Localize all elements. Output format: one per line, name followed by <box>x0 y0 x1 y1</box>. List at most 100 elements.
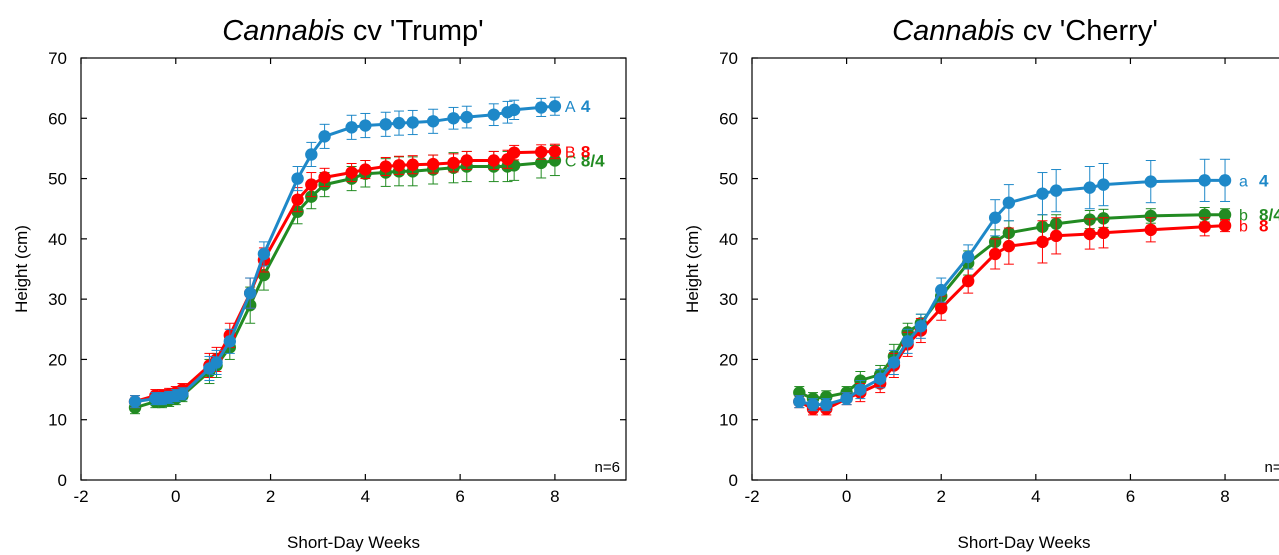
chart-0-series-1-point <box>305 178 318 191</box>
chart-0-ytick-label: 30 <box>48 290 67 309</box>
chart-1-series-2-point <box>873 372 887 385</box>
chart-panel-cherry: Cannabis cv 'Cherry' 0 10 20 30 40 50 60 70 -2 0 2 4… <box>683 15 1279 552</box>
chart-0-series-2-point <box>345 121 358 134</box>
chart-0-series-1-significance-letter: B <box>565 144 576 161</box>
chart-1-ytick-label: 30 <box>719 290 738 309</box>
chart-0-series-0-label: 8/4 <box>581 151 605 170</box>
chart-0-series-1-line <box>134 149 555 404</box>
chart-0-ytick-label: 40 <box>48 230 67 249</box>
chart-1-series-1-point <box>1036 235 1049 249</box>
chart-0-series-1-point <box>318 171 331 184</box>
chart-0-series-0-point <box>534 156 548 170</box>
chart-1-xtick-label: 8 <box>1220 487 1229 506</box>
chart-0-series-1-label: 8 <box>581 142 590 161</box>
chart-1-series-0-significance-letter: b <box>1239 208 1248 225</box>
chart-0-series-1-point <box>345 166 358 179</box>
chart-1-xtick-label: 0 <box>842 487 851 506</box>
chart-0-xtick-label: -2 <box>73 487 88 506</box>
chart-0-plot-frame <box>80 57 627 481</box>
chart-0-series-0-significance-letter: C <box>565 153 577 170</box>
chart-1-ytick-label: 50 <box>719 170 738 189</box>
chart-0-sample-size-note: n=6 <box>595 459 620 476</box>
chart-1-series-1-point <box>1218 219 1232 232</box>
chart-0-series-2-point <box>392 116 406 130</box>
chart-1-xtick-label: -2 <box>744 487 759 506</box>
chart-0-series-1-point <box>291 193 304 206</box>
chart-0-series-2-point <box>507 103 521 117</box>
chart-0-ytick-label: 70 <box>48 49 67 68</box>
chart-1-series-2-point <box>820 398 833 411</box>
chart-0-series-2-point <box>534 101 548 114</box>
chart-0-series-0-line <box>134 159 556 410</box>
chart-1-ytick-label: 10 <box>719 411 738 430</box>
chart-0-series-0-point <box>548 154 562 167</box>
chart-0-series-1-point <box>460 154 473 167</box>
chart-1-title-italic: Cannabis <box>892 15 1015 47</box>
chart-1-x-axis-label: Short-Day Weeks <box>958 533 1091 552</box>
chart-0-series-1-point <box>359 163 372 176</box>
chart-1-series-2-point <box>988 211 1002 224</box>
chart-0-series-2-point <box>243 286 257 300</box>
chart-1-series-2-point <box>887 356 901 369</box>
chart-0-series-1-point <box>392 159 406 172</box>
chart-0-series-1-point <box>426 157 440 171</box>
chart-1-title-rest: cv 'Cherry' <box>1015 15 1158 47</box>
chart-1-series-1-point <box>1083 227 1096 241</box>
chart-0-xtick-label: 8 <box>550 487 559 506</box>
chart-0-series-2-point <box>223 335 237 348</box>
chart-1-series-0-point <box>1144 209 1157 223</box>
chart-0-series-1-point <box>379 160 392 173</box>
chart-0-xtick-label: 6 <box>455 487 464 506</box>
chart-1-series-1-point <box>1049 229 1063 243</box>
chart-panel-trump: Cannabis cv 'Trump' 0 10 20 30 40 50 60 70 -2 0 2 4 6… <box>12 15 627 552</box>
chart-1-series-2-point <box>1083 181 1096 194</box>
chart-0-title-italic: Cannabis <box>222 15 345 47</box>
chart-1-series-1-significance-letter: b <box>1239 219 1248 236</box>
chart-0-series-2-point <box>406 116 419 129</box>
chart-1-series-2-point <box>793 395 806 408</box>
chart-1-series-0-point <box>1218 208 1232 221</box>
chart-0-ytick-label: 10 <box>48 411 67 430</box>
chart-0-series-2-point <box>487 108 500 121</box>
chart-1-series-2-point <box>1097 178 1110 191</box>
chart-1-series-1-point <box>1144 223 1157 237</box>
chart-1-plot-frame <box>751 57 1279 481</box>
chart-0-series-2-label: 4 <box>581 97 591 116</box>
chart-0-series-1-point <box>487 154 500 167</box>
chart-0-x-axis-label: Short-Day Weeks <box>287 533 420 552</box>
chart-0-series-1-point <box>406 158 419 171</box>
chart-0-series-1-point <box>507 146 521 159</box>
chart-1-series-2-point <box>1218 174 1232 187</box>
chart-1-series-1-label: 8 <box>1259 217 1268 236</box>
chart-0-series-2-point <box>460 110 473 124</box>
chart-1-ytick-label: 70 <box>719 49 738 68</box>
chart-1-series-2-point <box>854 383 867 396</box>
chart-1-series-2-point <box>935 283 948 297</box>
chart-0-series-2-point <box>210 356 223 369</box>
chart-0-series-2-point <box>379 118 392 131</box>
chart-1-series-2-point <box>1144 175 1157 188</box>
chart-1-series-2-point <box>1198 174 1211 187</box>
chart-0-xtick-label: 0 <box>171 487 180 506</box>
chart-0-series-1-point <box>548 145 562 158</box>
chart-1-series-2-point <box>1036 187 1049 200</box>
chart-1-ytick-label: 0 <box>729 471 738 490</box>
chart-1-ytick-label: 40 <box>719 230 738 249</box>
chart-0-series-1-point <box>447 156 460 170</box>
chart-1-title: Cannabis cv 'Cherry' <box>892 15 1158 47</box>
chart-0-ytick-label: 0 <box>58 471 67 490</box>
chart-0-series-2-significance-letter: A <box>565 99 576 116</box>
chart-1-series-1-point <box>935 301 948 315</box>
chart-0-series-2-point <box>447 112 460 125</box>
chart-1-xtick-label: 4 <box>1031 487 1040 506</box>
chart-0-ytick-label: 50 <box>48 170 67 189</box>
chart-1-series-2-point <box>914 320 928 333</box>
chart-0-xtick-label: 2 <box>266 487 275 506</box>
chart-0-series-2-point <box>548 100 562 113</box>
chart-0-series-2-point <box>257 247 271 261</box>
chart-0-series-2-point <box>305 148 318 161</box>
